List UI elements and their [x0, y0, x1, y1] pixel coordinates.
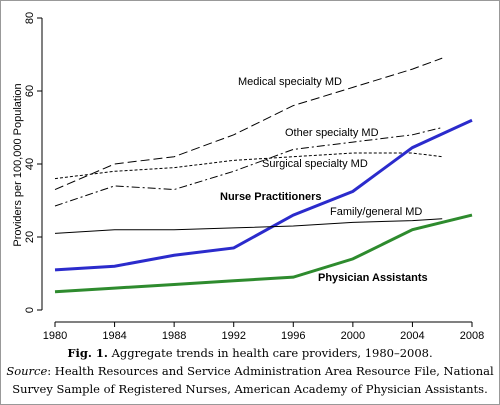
x-tick-label: 1980 [43, 330, 67, 342]
series-line [54, 213, 473, 294]
y-tick-label: 40 [24, 158, 36, 170]
caption-text: Aggregate trends in health care provider… [111, 346, 433, 360]
y-tick-label: 60 [24, 85, 36, 97]
caption-label: Fig. 1. [67, 346, 108, 360]
series-label: Physician Assistants [318, 272, 428, 284]
source-text: : Health Resources and Service Administr… [47, 364, 494, 378]
series-line [54, 218, 443, 234]
x-tick-label: 2000 [341, 330, 365, 342]
source: Source: Health Resources and Service Adm… [6, 364, 494, 378]
y-tick-label: 0 [24, 307, 36, 313]
source-text-2: Survey Sample of Registered Nurses, Amer… [12, 382, 487, 396]
caption: Fig. 1. Aggregate trends in health care … [67, 346, 432, 360]
series-label: Family/general MD [330, 206, 422, 218]
x-tick-label: 1996 [281, 330, 305, 342]
x-tick-label: 1992 [221, 330, 245, 342]
y-tick-label: 80 [24, 12, 36, 24]
y-tick-label: 20 [24, 231, 36, 243]
series-label: Nurse Practitioners [220, 191, 321, 203]
x-tick-label: 2008 [460, 330, 484, 342]
series-line [54, 118, 473, 272]
x-tick-label: 1984 [102, 330, 126, 342]
series-line [54, 127, 443, 207]
x-tick-label: 2004 [400, 330, 424, 342]
series-line [54, 57, 443, 191]
y-axis-title: Providers per 100,000 Population [12, 83, 24, 246]
series-label: Surgical specialty MD [262, 158, 368, 170]
series-label: Other specialty MD [285, 127, 379, 139]
x-tick-label: 1988 [162, 330, 186, 342]
series-label: Medical specialty MD [238, 76, 342, 88]
source-label: Source [6, 364, 47, 378]
